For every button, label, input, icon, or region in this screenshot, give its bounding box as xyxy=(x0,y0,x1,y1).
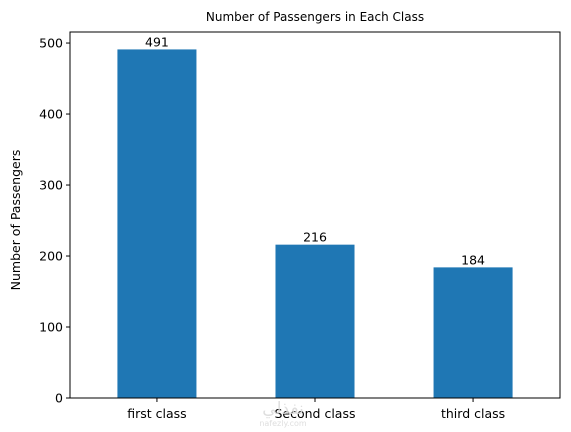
x-tick-label: Second class xyxy=(274,406,355,421)
bars-group xyxy=(117,49,513,399)
watermark-url: nafezly.com xyxy=(259,419,307,428)
x-tick-label: third class xyxy=(441,406,505,421)
data-label: 491 xyxy=(145,34,169,49)
y-tick-label: 400 xyxy=(39,107,63,122)
y-axis: 0 100 200 300 400 500 xyxy=(39,36,70,406)
y-tick-label: 0 xyxy=(55,391,63,406)
data-label: 216 xyxy=(303,230,327,245)
plot-frame xyxy=(69,31,561,399)
watermark-logo: نفذلي xyxy=(262,399,304,419)
bar-first-class xyxy=(117,49,197,399)
y-tick-label: 300 xyxy=(39,178,63,193)
y-tick-label: 500 xyxy=(39,36,63,51)
x-axis: first class Second class third class xyxy=(127,398,505,421)
y-tick-label: 100 xyxy=(39,320,63,335)
x-tick-label: first class xyxy=(127,406,186,421)
bar-third-class xyxy=(433,267,513,398)
data-labels-group: 491 216 184 xyxy=(145,34,485,267)
data-label: 184 xyxy=(461,252,485,267)
y-axis-label: Number of Passengers xyxy=(8,150,23,291)
watermark: نفذلي nafezly.com xyxy=(259,399,307,428)
chart-title: Number of Passengers in Each Class xyxy=(206,10,424,24)
bar-second-class xyxy=(275,244,355,398)
y-tick-label: 200 xyxy=(39,249,63,264)
